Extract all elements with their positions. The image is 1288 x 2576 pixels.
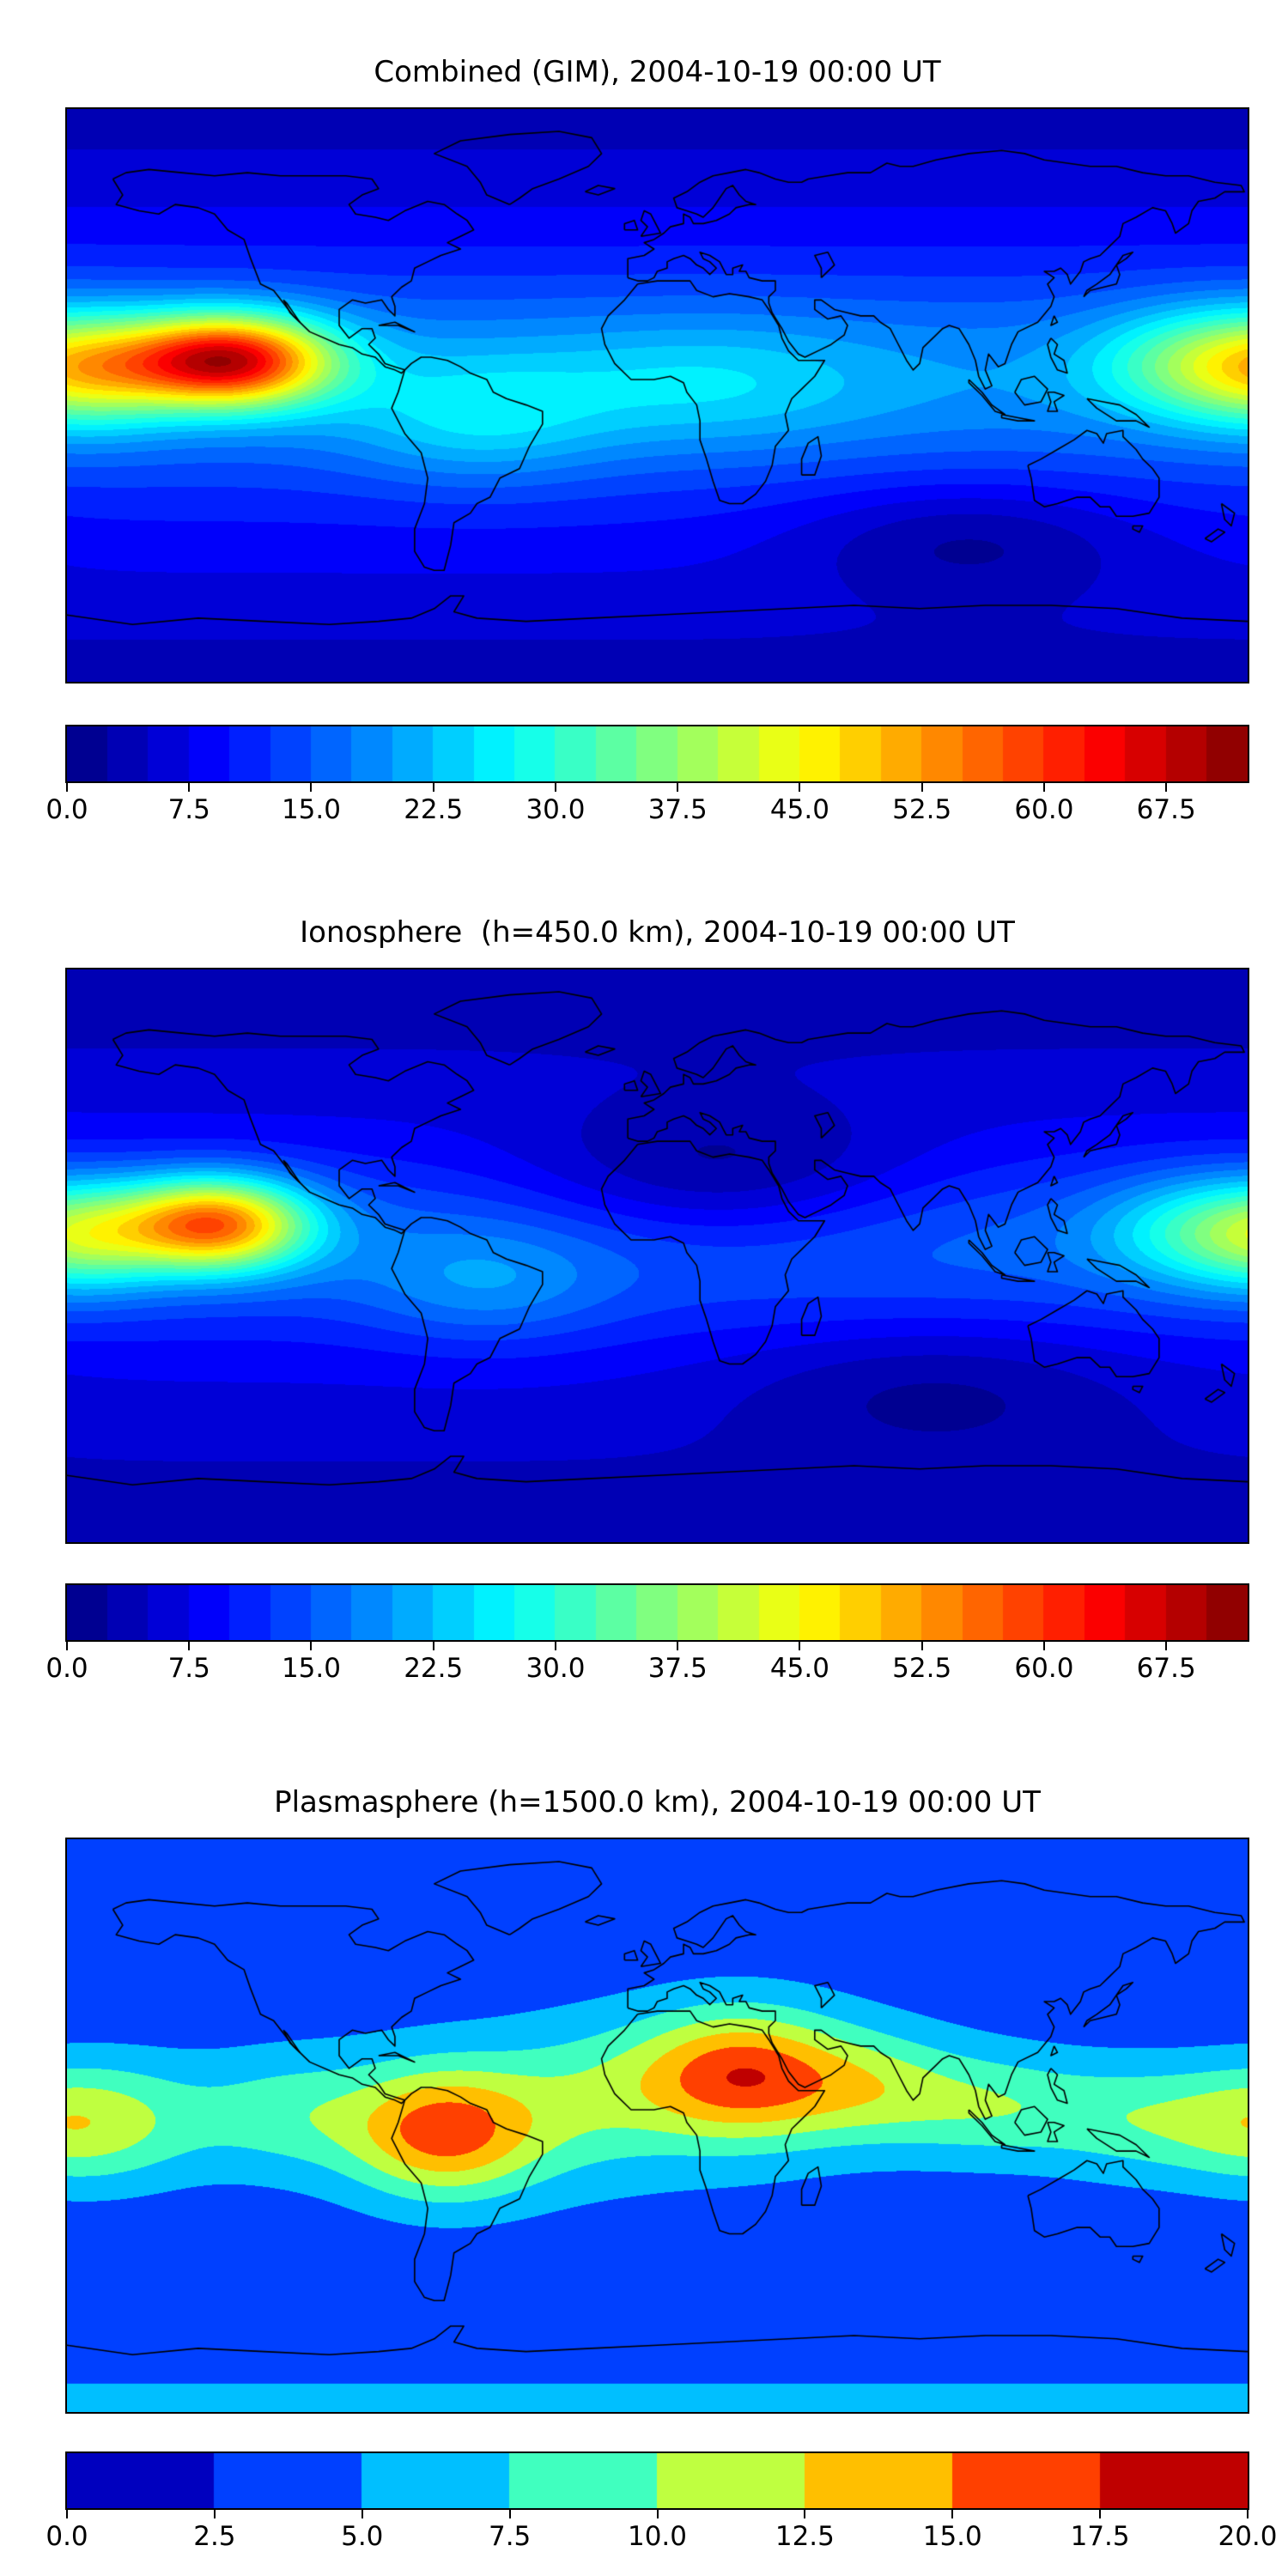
tick-mark bbox=[677, 783, 679, 792]
colorbar-canvas-combined bbox=[65, 725, 1249, 783]
map-title-ionosphere: Ionosphere (h=450.0 km), 2004-10-19 00:0… bbox=[300, 915, 1015, 950]
colorbar-tick-label: 0.0 bbox=[46, 794, 88, 825]
tick-mark bbox=[508, 2510, 511, 2518]
tick-mark bbox=[920, 783, 923, 792]
colorbar-tick-label: 7.5 bbox=[167, 1653, 210, 1684]
colorbar-ticks-plasmasphere: 0.0 2.5 5.0 7.5 10.0 12.5 15.0 17.5 20.0 bbox=[46, 2510, 1278, 2561]
colorbar-tick-label: 22.5 bbox=[404, 1653, 464, 1684]
tick-mark bbox=[188, 1642, 191, 1650]
map-title-plasmasphere: Plasmasphere (h=1500.0 km), 2004-10-19 0… bbox=[274, 1785, 1041, 1820]
colorbar-tick-label: 0.0 bbox=[46, 1653, 88, 1684]
colorbar-tick-label: 52.5 bbox=[892, 794, 952, 825]
tick-mark bbox=[310, 783, 313, 792]
colorbar-tick-label: 7.5 bbox=[488, 2521, 532, 2552]
colorbar-tick-label: 30.0 bbox=[526, 794, 586, 825]
tick-mark bbox=[213, 2510, 216, 2518]
map-canvas-ionosphere bbox=[65, 968, 1249, 1544]
tick-mark bbox=[66, 783, 68, 792]
colorbar-tick-label: 60.0 bbox=[1014, 1653, 1074, 1684]
colorbar-tick-label: 45.0 bbox=[769, 794, 829, 825]
tick-mark bbox=[1042, 783, 1045, 792]
colorbar-ticks-combined: 0.0 7.5 15.0 22.5 30.0 37.5 45.0 52.5 60.0 67.5 bbox=[46, 783, 1248, 835]
colorbar-tick-label: 37.5 bbox=[647, 1653, 708, 1684]
map-canvas-plasmasphere bbox=[65, 1838, 1249, 2414]
tick-mark bbox=[1165, 1642, 1168, 1650]
tick-mark bbox=[1042, 1642, 1045, 1650]
tick-mark bbox=[677, 1642, 679, 1650]
colorbar-tick-label: 15.0 bbox=[281, 794, 341, 825]
colorbar-tick-label: 5.0 bbox=[341, 2521, 384, 2552]
tick-mark bbox=[1247, 2510, 1249, 2518]
colorbar-tick-label: 60.0 bbox=[1014, 794, 1074, 825]
tick-mark bbox=[66, 1642, 68, 1650]
tick-mark bbox=[951, 2510, 954, 2518]
tick-mark bbox=[799, 1642, 801, 1650]
colorbar-tick-label: 15.0 bbox=[922, 2521, 982, 2552]
colorbar-tick-label: 30.0 bbox=[526, 1653, 586, 1684]
tick-mark bbox=[656, 2510, 659, 2518]
colorbar-tick-label: 22.5 bbox=[404, 794, 464, 825]
map-canvas-combined bbox=[65, 107, 1249, 683]
colorbar-canvas-ionosphere bbox=[65, 1583, 1249, 1642]
tick-mark bbox=[188, 783, 191, 792]
colorbar-tick-label: 37.5 bbox=[647, 794, 708, 825]
colorbar-tick-label: 0.0 bbox=[46, 2521, 88, 2552]
tick-mark bbox=[432, 1642, 434, 1650]
tick-mark bbox=[1099, 2510, 1102, 2518]
colorbar-tick-label: 15.0 bbox=[281, 1653, 341, 1684]
colorbar-tick-label: 67.5 bbox=[1136, 1653, 1196, 1684]
colorbar-tick-label: 52.5 bbox=[892, 1653, 952, 1684]
colorbar-tick-label: 7.5 bbox=[167, 794, 210, 825]
tick-mark bbox=[1165, 783, 1168, 792]
tick-mark bbox=[799, 783, 801, 792]
colorbar-canvas-plasmasphere bbox=[65, 2451, 1249, 2510]
colorbar-tick-label: 12.5 bbox=[775, 2521, 835, 2552]
tick-mark bbox=[432, 783, 434, 792]
colorbar-tick-label: 67.5 bbox=[1136, 794, 1196, 825]
tick-mark bbox=[920, 1642, 923, 1650]
colorbar-ticks-ionosphere: 0.0 7.5 15.0 22.5 30.0 37.5 45.0 52.5 60.0 67.5 bbox=[46, 1642, 1248, 1693]
tick-mark bbox=[554, 1642, 556, 1650]
colorbar-tick-label: 45.0 bbox=[769, 1653, 829, 1684]
colorbar-tick-label: 2.5 bbox=[193, 2521, 236, 2552]
colorbar-tick-label: 20.0 bbox=[1218, 2521, 1278, 2552]
colorbar-tick-label: 10.0 bbox=[627, 2521, 688, 2552]
tick-mark bbox=[310, 1642, 313, 1650]
map-title-combined: Combined (GIM), 2004-10-19 00:00 UT bbox=[374, 55, 941, 89]
tick-mark bbox=[361, 2510, 363, 2518]
tick-mark bbox=[804, 2510, 806, 2518]
colorbar-tick-label: 17.5 bbox=[1070, 2521, 1130, 2552]
tick-mark bbox=[66, 2510, 68, 2518]
tick-mark bbox=[554, 783, 556, 792]
